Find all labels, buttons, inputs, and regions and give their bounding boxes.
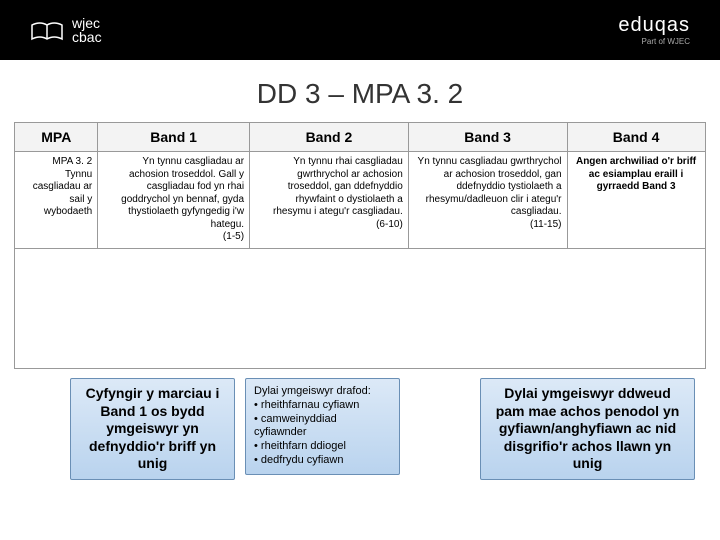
col-band2: Band 2 <box>250 123 409 152</box>
col-band4: Band 4 <box>567 123 705 152</box>
discuss-b3: • rheithfarn ddiogel <box>254 440 391 454</box>
wjec-logo: wjec cbac <box>30 16 102 44</box>
discuss-b2: • camweinyddiad cyfiawnder <box>254 413 391 441</box>
cell-band3: Yn tynnu casgliadau gwrthrychol ar achos… <box>408 152 567 249</box>
bands-table: MPA Band 1 Band 2 Band 3 Band 4 MPA 3. 2… <box>14 122 705 369</box>
discuss-b4: • dedfrydu cyfiawn <box>254 454 391 468</box>
cell-band2: Yn tynnu rhai casgliadau gwrthrychol ar … <box>250 152 409 249</box>
logo-right-sub: Part of WJEC <box>618 37 690 46</box>
cell-band4: Angen archwiliad o'r briff ac esiamplau … <box>567 152 705 249</box>
book-icon <box>30 17 64 43</box>
logo-left-top: wjec <box>72 16 102 30</box>
table-row-spacer <box>15 248 705 368</box>
cell-mpa: MPA 3. 2 Tynnu casgliadau ar sail y wybo… <box>15 152 98 249</box>
page-title: DD 3 – MPA 3. 2 <box>0 60 720 122</box>
cell-band1: Yn tynnu casgliadau ar achosion troseddo… <box>98 152 250 249</box>
table-row: MPA 3. 2 Tynnu casgliadau ar sail y wybo… <box>15 152 705 249</box>
header-bar: wjec cbac eduqas Part of WJEC <box>0 0 720 60</box>
col-band3: Band 3 <box>408 123 567 152</box>
overlay-band4-note: Dylai ymgeiswyr ddweud pam mae achos pen… <box>480 378 695 480</box>
eduqas-logo: eduqas Part of WJEC <box>618 14 690 46</box>
logo-right-main: eduqas <box>618 14 690 37</box>
logo-left-bottom: cbac <box>72 30 102 44</box>
col-band1: Band 1 <box>98 123 250 152</box>
discuss-b1: • rheithfarnau cyfiawn <box>254 399 391 413</box>
overlay-discuss: Dylai ymgeiswyr drafod: • rheithfarnau c… <box>245 378 400 475</box>
table-header-row: MPA Band 1 Band 2 Band 3 Band 4 <box>15 123 705 152</box>
overlay-band1-note: Cyfyngir y marciau i Band 1 os bydd ymge… <box>70 378 235 480</box>
discuss-lead: Dylai ymgeiswyr drafod: <box>254 385 391 399</box>
col-mpa: MPA <box>15 123 98 152</box>
